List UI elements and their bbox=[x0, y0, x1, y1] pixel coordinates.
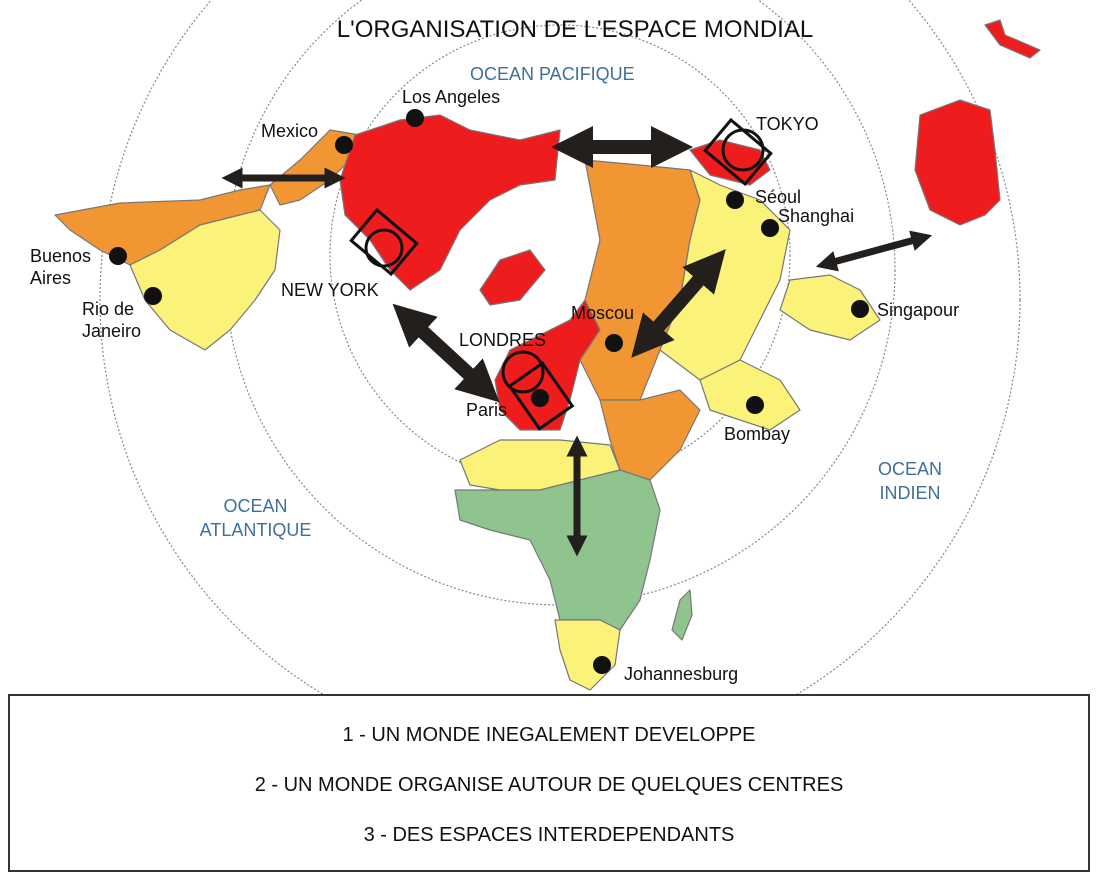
city-label-shanghai: Shanghai bbox=[778, 206, 855, 226]
city-label-los-angeles: Los Angeles bbox=[402, 87, 501, 107]
city-label-tokyo: TOKYO bbox=[756, 114, 819, 134]
region-south-asia bbox=[699, 359, 801, 431]
city-label-rio-line2: Janeiro bbox=[82, 321, 142, 341]
legend-item-2: 2 - UN MONDE ORGANISE AUTOUR DE QUELQUES… bbox=[254, 774, 844, 796]
city-dot-paris bbox=[531, 389, 549, 407]
arrow-europe-asia bbox=[631, 249, 726, 358]
legend-item-3: 3 - DES ESPACES INTERDEPENDANTS bbox=[363, 824, 735, 846]
ocean-indian-line1: OCEAN bbox=[877, 459, 942, 479]
ocean-atlantic-line1: OCEAN bbox=[223, 496, 288, 516]
region-madagascar bbox=[671, 589, 693, 641]
center-symbol-london bbox=[501, 350, 575, 431]
city-label-buenos-line2: Aires bbox=[30, 268, 72, 288]
city-dot-mexico bbox=[335, 136, 353, 154]
legend-box: 1 - UN MONDE INEGALEMENT DEVELOPPE 2 - U… bbox=[8, 694, 1090, 872]
city-dot-bombay bbox=[746, 396, 764, 414]
region-new-zealand bbox=[984, 19, 1041, 59]
center-symbol-new-york bbox=[349, 207, 419, 277]
city-dot-rio bbox=[144, 287, 162, 305]
region-southern-africa bbox=[554, 619, 621, 691]
city-label-mexico: Mexico bbox=[261, 121, 319, 141]
arrow-newyork-london bbox=[392, 303, 500, 403]
city-label-johannesburg: Johannesburg bbox=[624, 664, 739, 684]
city-label-paris: Paris bbox=[466, 400, 508, 420]
region-south-america-yellow bbox=[129, 209, 281, 351]
region-southeast-asia bbox=[779, 274, 881, 341]
city-dot-buenos-aires bbox=[109, 247, 127, 265]
city-label-moscou: Moscou bbox=[571, 303, 635, 323]
city-dots bbox=[109, 109, 869, 674]
city-label-buenos-aires: Buenos Aires bbox=[30, 245, 91, 289]
city-dot-shanghai bbox=[761, 219, 779, 237]
city-dot-los-angeles bbox=[406, 109, 424, 127]
legend-item-1: 1 - UN MONDE INEGALEMENT DEVELOPPE bbox=[342, 724, 756, 746]
arrow-asia-australia bbox=[815, 230, 933, 272]
region-north-america bbox=[339, 114, 561, 291]
region-africa-green bbox=[454, 469, 661, 631]
region-australia bbox=[914, 99, 1001, 226]
ocean-atlantic-label: OCEAN ATLANTIQUE bbox=[183, 494, 328, 542]
world-centers bbox=[349, 117, 773, 431]
map-title: L'ORGANISATION DE L'ESPACE MONDIAL bbox=[336, 16, 814, 43]
city-label-bombay: Bombay bbox=[724, 424, 791, 444]
flow-arrows bbox=[221, 126, 933, 557]
city-label-buenos-line1: Buenos bbox=[30, 246, 92, 266]
city-dot-seoul bbox=[726, 191, 744, 209]
city-dot-johannesburg bbox=[593, 656, 611, 674]
city-label-singapour: Singapour bbox=[877, 300, 960, 320]
ocean-indian-line2: INDIEN bbox=[879, 483, 941, 503]
region-middle-east bbox=[599, 389, 701, 481]
city-label-seoul: Séoul bbox=[755, 187, 802, 207]
ocean-pacific-label: OCEAN PACIFIQUE bbox=[470, 64, 635, 84]
ocean-indian-label: OCEAN INDIEN bbox=[865, 457, 955, 505]
city-label-new-york: NEW YORK bbox=[281, 280, 379, 300]
ocean-atlantic-line2: ATLANTIQUE bbox=[199, 520, 312, 540]
city-dot-singapour bbox=[851, 300, 869, 318]
city-dot-moscou bbox=[605, 334, 623, 352]
city-label-londres: LONDRES bbox=[459, 330, 547, 350]
city-label-rio: Rio de Janeiro bbox=[82, 298, 141, 342]
region-japan bbox=[689, 139, 771, 186]
center-symbol-tokyo bbox=[703, 117, 773, 187]
region-greenland bbox=[479, 249, 546, 306]
city-label-rio-line1: Rio de bbox=[82, 299, 135, 319]
